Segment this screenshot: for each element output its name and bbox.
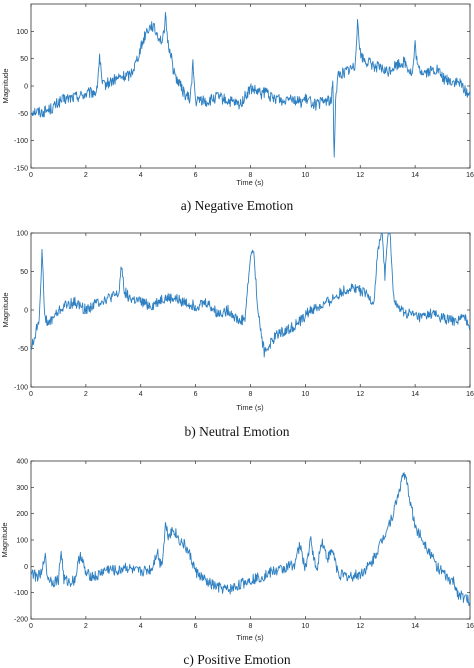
caption-positive: c) Positive Emotion [183,652,290,667]
x-tick-label: 10 [301,391,309,398]
y-axis-label-neutral: Magnitude [1,292,10,327]
caption-neutral: b) Neutral Emotion [185,424,290,439]
x-tick-label: 0 [29,391,33,398]
x-ticks-positive: 0 2 4 6 8 10 12 14 16 [29,461,474,630]
y-tick-label: 50 [20,269,28,276]
panel-negative: 0 2 4 6 8 10 12 14 16 -150 -100 -50 0 50 100 Time (s)… [1,3,474,213]
y-tick-label: -100 [14,385,28,392]
x-tick-label: 8 [249,172,253,179]
x-tick-label: 4 [139,623,143,630]
x-tick-label: 12 [356,172,364,179]
signal-trace-positive [30,472,471,607]
x-tick-label: 14 [411,391,419,398]
x-tick-label: 6 [194,623,198,630]
x-tick-label: 2 [84,391,88,398]
x-ticks-negative: 0 2 4 6 8 10 12 14 16 [29,4,474,179]
x-tick-label: 8 [249,391,253,398]
x-tick-label: 4 [139,172,143,179]
x-axis-label-negative: Time (s) [236,178,264,187]
signal-trace-negative [30,11,471,158]
panel-neutral: 0 2 4 6 8 10 12 14 16 -100 -50 0 50 100 Time (s) Mag… [1,231,474,440]
y-tick-label: 100 [16,29,28,36]
y-tick-label: 200 [16,511,28,518]
x-ticks-neutral: 0 2 4 6 8 10 12 14 16 [29,233,474,398]
y-tick-label: 50 [20,56,28,63]
y-tick-label: 400 [16,459,28,466]
y-tick-label: 100 [16,231,28,238]
y-tick-label: -100 [14,138,28,145]
y-tick-label: -50 [18,111,28,118]
plot-frame-positive [30,460,471,620]
x-tick-label: 0 [29,172,33,179]
caption-negative: a) Negative Emotion [181,198,294,213]
y-ticks-neutral: -100 -50 0 50 100 [14,231,470,392]
x-tick-label: 14 [411,623,419,630]
y-tick-label: 0 [24,308,28,315]
x-tick-label: 2 [84,623,88,630]
x-tick-label: 16 [466,623,474,630]
signal-trace-neutral [30,232,471,358]
y-tick-label: -150 [14,166,28,173]
x-tick-label: 12 [356,623,364,630]
y-ticks-positive: -200 -100 0 100 200 300 400 [14,459,470,624]
y-tick-label: -50 [18,346,28,353]
x-tick-label: 6 [194,391,198,398]
y-tick-label: 100 [16,538,28,545]
x-tick-label: 0 [29,623,33,630]
panel-positive: 0 2 4 6 8 10 12 14 16 -200 -100 0 100 200 300 400 Time… [0,459,474,668]
y-ticks-negative: -150 -100 -50 0 50 100 [14,29,470,173]
x-axis-label-positive: Time (s) [236,633,264,642]
x-tick-label: 16 [466,172,474,179]
y-axis-label-positive: Magnitude [0,522,9,557]
x-tick-label: 12 [356,391,364,398]
x-tick-label: 14 [411,172,419,179]
x-tick-label: 8 [249,623,253,630]
y-tick-label: -200 [14,617,28,624]
x-tick-label: 10 [301,172,309,179]
x-tick-label: 16 [466,391,474,398]
y-tick-label: -100 [14,590,28,597]
y-tick-label: 0 [24,84,28,91]
x-tick-label: 6 [194,172,198,179]
y-axis-label-negative: Magnitude [1,68,10,103]
x-tick-label: 2 [84,172,88,179]
x-tick-label: 10 [301,623,309,630]
y-tick-label: 300 [16,485,28,492]
y-tick-label: 0 [24,564,28,571]
x-tick-label: 4 [139,391,143,398]
x-axis-label-neutral: Time (s) [236,403,264,412]
